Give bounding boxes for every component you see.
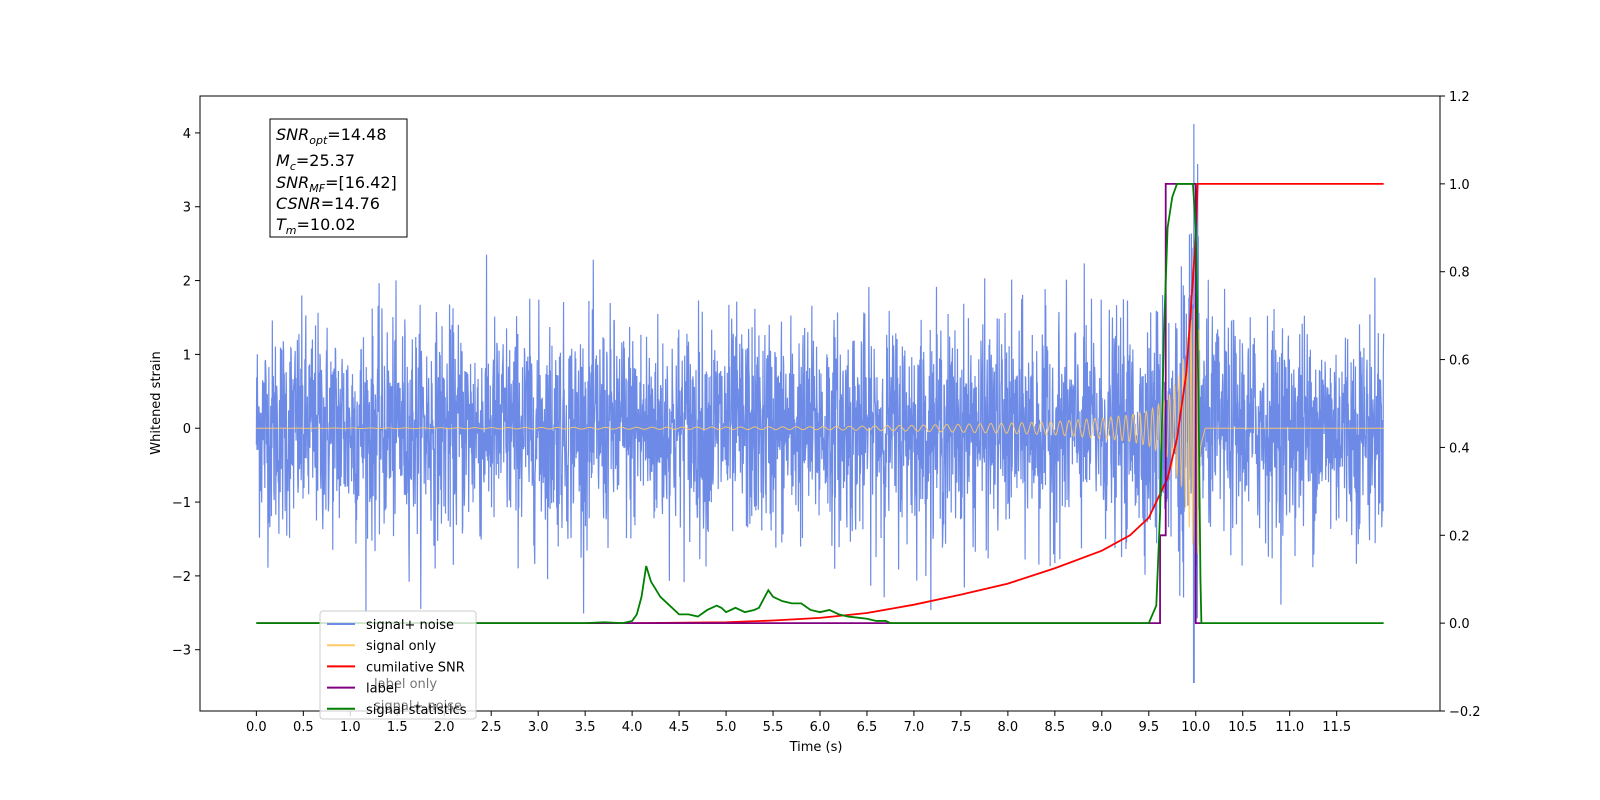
y2-tick-label: 0.6 bbox=[1449, 354, 1470, 369]
annotation-line: CSNR=14.76 bbox=[276, 194, 380, 213]
x-tick-label: 7.0 bbox=[904, 720, 925, 735]
x-tick-label: 4.0 bbox=[622, 720, 643, 735]
y-axis-ticks: 4 3 2 1 0 −1 −2 −3 bbox=[172, 127, 200, 659]
line-signal-plus-noise bbox=[255, 124, 1385, 683]
legend-label: label bbox=[366, 682, 397, 697]
y2-tick-label: 1.2 bbox=[1449, 90, 1470, 105]
x-tick-label: 2.0 bbox=[434, 720, 455, 735]
line-signal-statistics bbox=[256, 182, 1384, 625]
legend-label: signal statistics bbox=[366, 703, 467, 718]
x-tick-label: 1.0 bbox=[340, 720, 361, 735]
x-tick-label: 0.0 bbox=[246, 720, 267, 735]
x-tick-label: 9.5 bbox=[1138, 720, 1159, 735]
annotation-line: SNRMF=[16.42] bbox=[276, 173, 397, 195]
legend-label: cumilative SNR bbox=[366, 660, 465, 675]
line-label bbox=[256, 182, 1201, 625]
annotation-line: Tm=10.02 bbox=[276, 215, 356, 237]
x-tick-label: 1.5 bbox=[387, 720, 408, 735]
legend-label: signal only bbox=[366, 639, 436, 654]
y-tick-label: −3 bbox=[172, 644, 191, 659]
x-axis-ticks: 0.0 0.5 1.0 1.5 2.0 2.5 3.0 3.5 4.0 4.5 5.0 5.5 6.0 6… bbox=[246, 711, 1351, 735]
y-tick-label: −2 bbox=[172, 570, 191, 585]
x-axis-label: Time (s) bbox=[789, 740, 843, 755]
y2-tick-label: 0.2 bbox=[1449, 529, 1470, 544]
legend-occluded-text: label only bbox=[374, 677, 437, 692]
y-tick-label: 0 bbox=[183, 422, 191, 437]
x-tick-label: 4.5 bbox=[669, 720, 690, 735]
y2-tick-label: 0.0 bbox=[1449, 617, 1470, 632]
y-tick-label: 4 bbox=[183, 127, 191, 142]
y2-tick-label: −0.2 bbox=[1449, 705, 1481, 720]
y-tick-label: 3 bbox=[183, 201, 191, 216]
x-tick-label: 6.5 bbox=[857, 720, 878, 735]
x-tick-label: 11.5 bbox=[1322, 720, 1351, 735]
x-tick-label: 6.0 bbox=[810, 720, 831, 735]
x-tick-label: 5.5 bbox=[763, 720, 784, 735]
y2-axis-ticks: 1.2 1.0 0.8 0.6 0.4 0.2 0.0 −0.2 bbox=[1440, 90, 1481, 720]
y-tick-label: 2 bbox=[183, 275, 191, 290]
x-tick-label: 11.0 bbox=[1275, 720, 1304, 735]
x-tick-label: 0.5 bbox=[293, 720, 314, 735]
y2-tick-label: 1.0 bbox=[1449, 178, 1470, 193]
y-axis-label: Whitened strain bbox=[149, 351, 164, 454]
annotation-box: SNRopt=14.48 Mc=25.37SNRMF=[16.42]CSNR=14… bbox=[269, 118, 408, 238]
x-tick-label: 8.0 bbox=[998, 720, 1019, 735]
series-signal-plus-noise bbox=[255, 124, 1385, 683]
y2-tick-label: 0.4 bbox=[1449, 441, 1470, 456]
x-tick-label: 5.0 bbox=[716, 720, 737, 735]
legend-occluded-text: signal+ noise bbox=[374, 699, 462, 714]
x-tick-label: 7.5 bbox=[951, 720, 972, 735]
x-tick-label: 3.0 bbox=[528, 720, 549, 735]
y-tick-label: 1 bbox=[183, 348, 191, 363]
x-tick-label: 8.5 bbox=[1045, 720, 1066, 735]
x-tick-label: 2.5 bbox=[481, 720, 502, 735]
x-tick-label: 9.0 bbox=[1091, 720, 1112, 735]
x-tick-label: 3.5 bbox=[575, 720, 596, 735]
y2-tick-label: 0.8 bbox=[1449, 266, 1470, 281]
y-tick-label: −1 bbox=[172, 496, 191, 511]
legend-frame bbox=[319, 610, 477, 720]
legend-label: signal+ noise bbox=[366, 618, 454, 633]
annotation-line: SNRopt=14.48 bbox=[276, 125, 387, 147]
x-tick-label: 10.5 bbox=[1228, 720, 1257, 735]
annotation-box-frame bbox=[269, 118, 408, 238]
line-cumilative-snr bbox=[632, 182, 1384, 625]
annotation-line: Mc=25.37 bbox=[276, 151, 355, 173]
x-tick-label: 10.0 bbox=[1181, 720, 1210, 735]
right-axis-series bbox=[256, 182, 1384, 625]
